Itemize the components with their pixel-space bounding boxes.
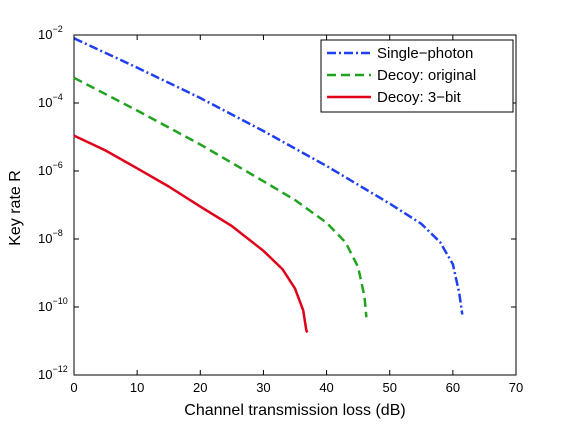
x-tick-label: 60 <box>446 380 460 395</box>
y-tick-label: 10−6 <box>38 160 63 178</box>
y-tick-label: 10−2 <box>38 24 63 42</box>
series-line-0 <box>73 37 464 315</box>
series-line-1 <box>73 76 368 318</box>
y-tick-base: 10 <box>38 231 52 246</box>
y-tick-base: 10 <box>38 367 52 382</box>
y-tick-exponent: −4 <box>52 92 62 102</box>
y-tick-label: 10−4 <box>38 92 63 110</box>
x-tick-label: 50 <box>382 380 396 395</box>
y-tick-base: 10 <box>38 299 52 314</box>
series-layer <box>73 37 464 334</box>
y-tick-exponent: −8 <box>52 228 62 238</box>
y-tick-label: 10−8 <box>38 228 63 246</box>
x-tick-label: 20 <box>193 380 207 395</box>
y-tick-exponent: −6 <box>52 160 62 170</box>
x-tick-label: 40 <box>319 380 333 395</box>
legend-label-1: Decoy: original <box>377 67 476 84</box>
y-tick-exponent: −10 <box>52 296 67 306</box>
x-tick-label: 10 <box>130 380 144 395</box>
y-tick-label: 10−10 <box>38 296 68 314</box>
ticks-layer: 0 10 20 30 40 50 60 7010−210−410−610−810−1010−1… <box>38 24 523 395</box>
y-tick-base: 10 <box>38 95 52 110</box>
x-tick-label: 70 <box>509 380 523 395</box>
y-tick-label: 10−12 <box>38 364 68 382</box>
y-tick-base: 10 <box>38 163 52 178</box>
y-axis-label: Key rate R <box>7 170 24 246</box>
legend-label-2: Decoy: 3−bit <box>377 89 462 106</box>
x-tick-label: 30 <box>256 380 270 395</box>
y-tick-base: 10 <box>38 27 52 42</box>
y-tick-exponent: −12 <box>52 364 67 374</box>
y-tick-exponent: −2 <box>52 24 62 34</box>
x-axis-label: Channel transmission loss (dB) <box>184 402 405 419</box>
legend-label-0: Single−photon <box>377 45 473 62</box>
x-tick-label: 0 <box>70 380 77 395</box>
legend: Single−photon Decoy: original Decoy: 3−bit <box>320 39 514 113</box>
series-line-2 <box>73 134 309 334</box>
